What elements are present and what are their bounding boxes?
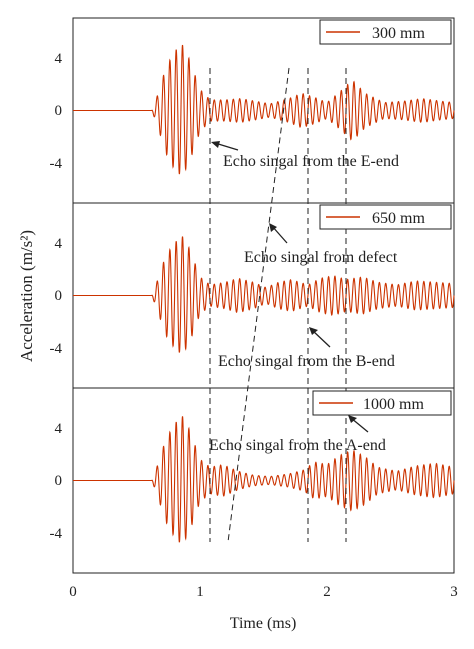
y-tick-label: -4 (50, 341, 63, 357)
legend-300mm: 300 mm (319, 19, 452, 45)
legend-box (319, 19, 452, 45)
signal-1000mm (73, 416, 455, 543)
arrow-head-icon (309, 327, 318, 335)
y-tick-label: 0 (55, 473, 63, 489)
y-tick-label: 4 (55, 421, 63, 437)
x-axis-label: Time (ms) (230, 615, 297, 632)
annotation-text: Echo singal from the B-end (218, 353, 395, 370)
y-tick-labels-300mm: 4 0 -4 (50, 51, 63, 172)
y-axis-label: Acceleration (m/s²) (17, 230, 36, 362)
y-tick-label: 0 (55, 103, 63, 119)
panel-300mm (72, 17, 455, 204)
legend-label: 650 mm (372, 210, 425, 227)
arrow-head-icon (348, 415, 357, 423)
legend-650mm: 650 mm (319, 204, 452, 230)
y-tick-labels-1000mm: 4 0 -4 (50, 421, 63, 542)
arrow-head-icon (269, 223, 277, 232)
y-tick-label: 4 (55, 236, 63, 252)
x-tick-labels: 0 1 2 3 (69, 584, 458, 600)
y-tick-label: -4 (50, 156, 63, 172)
legend-label: 300 mm (372, 25, 425, 42)
x-tick-label: 2 (323, 584, 331, 600)
annotation-b-end: Echo singal from the B-end (218, 327, 395, 370)
y-tick-label: 0 (55, 288, 63, 304)
x-tick-label: 3 (450, 584, 458, 600)
annotation-defect: Echo singal from defect (244, 223, 398, 266)
legend-label: 1000 mm (363, 396, 424, 413)
signal-650mm (73, 236, 455, 353)
annotation-text: Echo singal from the E-end (223, 153, 399, 170)
annotation-text: Echo singal from defect (244, 249, 398, 266)
x-tick-label: 1 (196, 584, 204, 600)
annotation-arrow (311, 329, 331, 348)
y-tick-labels-650mm: 4 0 -4 (50, 236, 63, 357)
signal-300mm (73, 44, 455, 175)
guide-lines (209, 67, 347, 543)
legend-1000mm: 1000 mm (312, 390, 452, 416)
arrow-head-icon (211, 141, 220, 148)
panel-1000mm (72, 387, 455, 574)
y-tick-label: 4 (55, 51, 63, 67)
annotation-a-end: Echo singal from the A-end (209, 415, 386, 454)
x-tick-label: 0 (69, 584, 77, 600)
y-tick-label: -4 (50, 526, 63, 542)
annotation-e-end: Echo singal from the E-end (211, 141, 399, 170)
annotation-text: Echo singal from the A-end (209, 437, 386, 454)
